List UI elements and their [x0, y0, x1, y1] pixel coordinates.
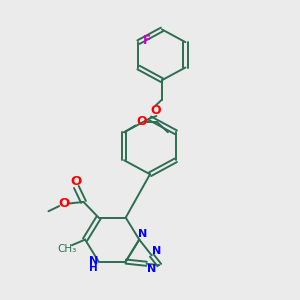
- Text: F: F: [142, 34, 151, 47]
- Text: O: O: [151, 104, 161, 117]
- Text: N: N: [147, 264, 156, 274]
- Text: O: O: [136, 115, 147, 128]
- Text: CH₃: CH₃: [58, 244, 77, 254]
- Text: N: N: [89, 256, 98, 266]
- Text: H: H: [89, 263, 98, 273]
- Text: N: N: [138, 229, 147, 239]
- Text: O: O: [59, 197, 70, 210]
- Text: N: N: [152, 246, 161, 256]
- Text: O: O: [70, 175, 81, 188]
